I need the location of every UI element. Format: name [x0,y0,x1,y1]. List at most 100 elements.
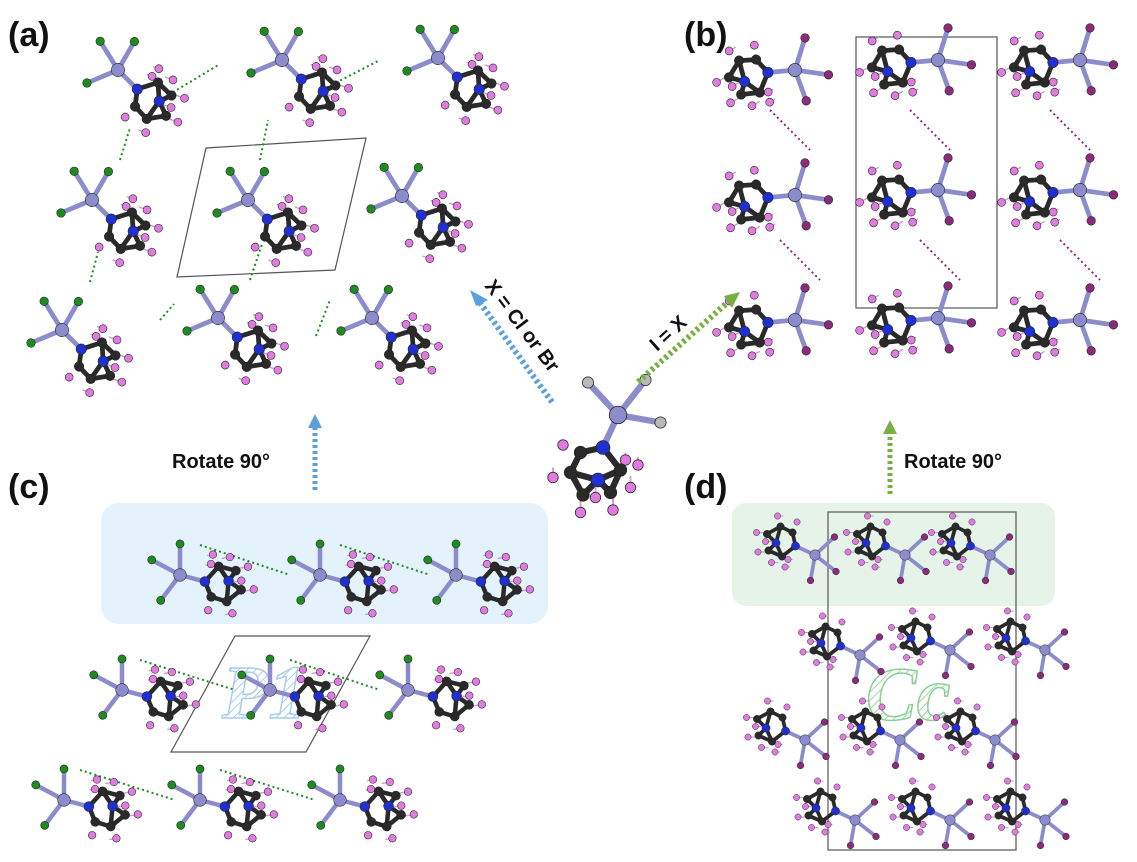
hydrogen-atom [890,91,900,101]
nitrogen-atom [1001,803,1011,813]
nitrogen-atom [283,225,295,237]
nitrogen-atom [882,66,894,78]
nitrogen-atom [1024,66,1036,78]
hydrogen-atom [1050,217,1059,227]
halogen-atom [823,195,834,205]
carbon-atom [376,585,386,595]
metal-atom [944,814,956,826]
hydrogen-atom [461,116,471,125]
metal-atom [788,313,802,327]
halogen-atom [335,764,345,774]
carbon-atom [751,179,762,190]
carbon-atom [90,817,101,827]
halogen-atom [259,26,269,36]
halogen-atom [69,166,79,176]
hydrogen-atom [726,98,735,108]
hydrogen-atom [180,93,189,103]
hydrogen-atom [488,63,498,73]
carbon-atom [894,44,905,55]
molecule [933,697,1020,770]
nitrogen-atom [1047,316,1059,328]
hydrogen-atom [453,668,462,677]
hydrogen-atom [928,529,935,536]
metal-atom [241,193,255,207]
hydrogen-atom [1035,30,1044,40]
halogen-atom [801,96,811,106]
carbon-atom [229,349,241,360]
hydrogen-atom [525,585,534,594]
carbon-atom [395,361,406,372]
hydrogen-atom [339,700,348,709]
hydrogen-atom [839,733,847,741]
hydrogen-atom [1012,72,1022,81]
hydrogen-bond [769,109,811,151]
halogen-atom [796,761,805,770]
hydrogen-bond [909,109,951,151]
carbon-atom [481,98,492,109]
molecule [307,764,418,843]
carbon-atom [161,110,172,121]
halogen-atom [800,33,810,43]
hydrogen-atom [467,60,477,69]
carbon-atom [911,787,920,796]
carbon-atom [353,561,364,572]
hydrogen-atom [624,481,637,494]
hydrogen-atom [903,654,910,661]
nitrogen-atom [876,726,885,736]
hydrogen-atom [764,697,771,705]
halogen-atom [225,166,235,176]
hydrogen-atom [436,665,446,674]
molecule [712,283,834,361]
halogen-atom [259,167,269,177]
carbon-atom [778,713,787,722]
carbon-atom [391,790,401,801]
nitrogen-atom [905,314,917,326]
carbon-atom [1039,77,1050,88]
carbon-atom [1021,209,1032,220]
hydrogen-atom [1009,36,1019,46]
hydrogen-atom [315,668,324,677]
halogen-atom [39,296,49,306]
hydrogen-atom [916,658,924,666]
carbon-atom [303,676,314,687]
hydrogen-atom [765,347,774,357]
halogen-atom [229,285,239,295]
carbon-atom [241,821,252,832]
nitrogen-atom [739,326,751,338]
molecule [793,777,880,850]
molecule [375,654,486,733]
hydrogen-atom [271,258,281,267]
hydrogen-atom [557,439,569,451]
nitrogen-atom [1047,56,1059,68]
hydrogen-atom [808,824,815,831]
hydrogen-atom [150,665,160,674]
space-group-left: P1 [221,651,306,735]
halogen-atom [1108,190,1119,200]
rotate-right-label: Rotate 90° [904,451,1002,473]
carbon-atom [381,821,392,832]
hydrogen-atom [348,550,358,559]
bond [935,283,951,321]
hydrogen-atom [98,324,108,333]
carbon-atom [497,596,508,607]
halogen-atom [875,633,884,641]
hydrogen-atom [750,290,759,300]
hydrogen-atom [726,223,735,233]
hydrogen-atom [871,563,879,571]
hydrogen-atom [983,794,990,801]
halogen-atom [1062,662,1070,671]
molecule [743,697,830,770]
hydrogen-atom [332,65,342,75]
carbon-atom [296,220,307,231]
carbon-atom [763,530,771,538]
nitrogen-atom [739,201,751,213]
hydrogen-atom [147,72,157,81]
carbon-atom [396,810,406,820]
carbon-atom [361,596,372,607]
hydrogen-atom [855,68,864,77]
carbon-atom [736,214,747,225]
carbon-atom [943,715,951,723]
hydrogen-atom [813,659,820,666]
hydrogen-atom [919,821,927,828]
carbon-atom [1006,617,1015,626]
